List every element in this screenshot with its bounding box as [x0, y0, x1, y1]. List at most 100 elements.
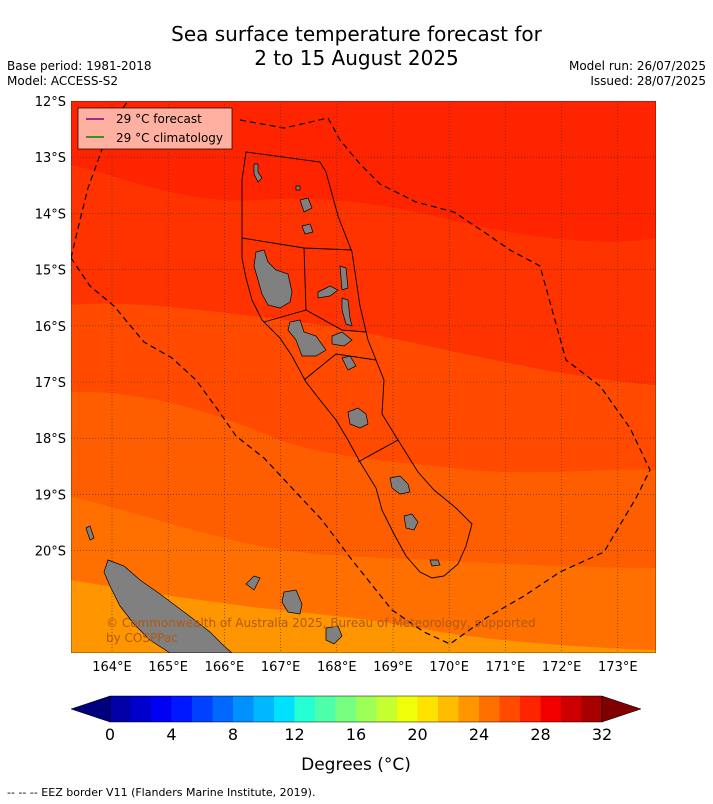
colorbar-segment [274, 696, 295, 722]
legend: 29 °C forecast 29 °C climatology [77, 107, 233, 150]
latitude-labels: 12°S 13°S 14°S 15°S 16°S 17°S 18°S 19°S 20°S [35, 95, 66, 560]
lon-tick-label: 167°E [261, 660, 301, 675]
colorbar-extend-low [70, 695, 111, 723]
colorbar-segment [192, 696, 213, 722]
model-name: Model: ACCESS-S2 [7, 74, 119, 88]
longitude-labels: 164°E 165°E 166°E 167°E 168°E 169°E 170°E 171°E… [92, 660, 637, 675]
title-line-1: Sea surface temperature forecast for [171, 22, 542, 46]
legend-climatology-label: 29 °C climatology [116, 131, 223, 145]
ambrym-island [331, 331, 353, 347]
temperature-field [71, 101, 656, 653]
loyalty-island-ouvea [245, 575, 261, 591]
penama-boundary [305, 309, 367, 333]
colorbar-segment [376, 696, 398, 722]
colorbar-segment [581, 696, 603, 722]
colorbar-segment [212, 696, 234, 722]
pentecost-island [341, 297, 353, 327]
lat-tick-label: 17°S [35, 376, 66, 391]
legend-box [77, 107, 233, 150]
lat-tick-label: 12°S [35, 95, 66, 110]
lon-tick-label: 164°E [92, 660, 132, 675]
islands [85, 163, 441, 653]
colorbar-segment [233, 696, 254, 722]
legend-forecast-label: 29 °C forecast [116, 112, 202, 126]
lon-tick-label: 168°E [317, 660, 357, 675]
lon-tick-label: 169°E [373, 660, 413, 675]
colorbar-segment [151, 696, 172, 722]
lat-tick-label: 18°S [35, 432, 66, 447]
vanua-lava-island [299, 197, 313, 213]
colorbar-segment [520, 696, 541, 722]
meta-right: Model run: 26/07/2025 Issued: 28/07/2025 [569, 59, 706, 89]
colorbar-segment [335, 696, 357, 722]
colorbar-tick-label: 16 [346, 725, 366, 744]
lon-tick-label: 172°E [542, 660, 582, 675]
copyright-text: © Commonwealth of Australia 2025, Bureau… [106, 616, 536, 645]
lat-tick-label: 14°S [35, 207, 66, 222]
lon-tick-label: 173°E [598, 660, 638, 675]
loyalty-island-lifou [281, 589, 303, 615]
colorbar-segment [110, 696, 131, 722]
colorbar-tick-label: 8 [228, 725, 238, 744]
colorbar-tick-label: 12 [284, 725, 304, 744]
model-run: Model run: 26/07/2025 [568, 59, 706, 73]
small-island-a [85, 525, 95, 541]
vanuatu-boundary [241, 151, 473, 579]
lon-tick-label: 170°E [429, 660, 469, 675]
colorbar-tick-label: 0 [105, 725, 115, 744]
colorbar-segment [294, 696, 316, 722]
colorbar-tick-label: 4 [166, 725, 176, 744]
grid-lines [71, 101, 656, 653]
tanna-island [403, 513, 419, 531]
colorbar-label: Degrees (°C) [301, 755, 411, 775]
ambae-island [317, 285, 339, 299]
malekula-island [287, 319, 327, 357]
colorbar [70, 695, 642, 723]
eez-footnote: -- -- -- EEZ border V11 (Flanders Marine… [7, 786, 316, 799]
colorbar-segment [540, 696, 562, 722]
meta-left: Base period: 1981-2018 Model: ACCESS-S2 [7, 59, 152, 89]
base-period: Base period: 1981-2018 [7, 59, 152, 73]
sst-band-24 [71, 580, 656, 653]
lat-tick-label: 19°S [35, 488, 66, 503]
lat-tick-label: 20°S [35, 545, 66, 560]
efate-island [347, 407, 369, 429]
colorbar-tick-label: 20 [407, 725, 427, 744]
loyalty-island-mare [325, 625, 343, 645]
gaua-island [301, 223, 314, 235]
colorbar-segment [171, 696, 193, 722]
erromango-island [389, 475, 411, 495]
colorbar-segment [315, 696, 336, 722]
colorbar-segment [458, 696, 480, 722]
colorbar-segment [479, 696, 500, 722]
colorbar-tick-label: 28 [530, 725, 550, 744]
issued-date: Issued: 28/07/2025 [590, 74, 706, 88]
colorbar-segment [561, 696, 582, 722]
title-line-2: 2 to 15 August 2025 [254, 46, 459, 70]
colorbar-segment [417, 696, 439, 722]
lon-tick-label: 166°E [205, 660, 245, 675]
lon-tick-label: 165°E [148, 660, 188, 675]
colorbar-segment [130, 696, 152, 722]
chart-title: Sea surface temperature forecast for 2 t… [0, 22, 713, 70]
lat-tick-label: 16°S [35, 320, 66, 335]
colorbar-extend-high [601, 695, 642, 723]
province-boundaries [241, 151, 473, 579]
epi-island [341, 355, 357, 371]
colorbar-segment [438, 696, 459, 722]
colorbar-segment [356, 696, 377, 722]
lat-tick-label: 13°S [35, 151, 66, 166]
colorbar-frame [109, 695, 603, 723]
espiritu-santo-island [253, 249, 293, 309]
colorbar-segment [397, 696, 418, 722]
shefa-boundary [357, 439, 399, 463]
maewo-island [339, 265, 349, 291]
lat-tick-label: 15°S [35, 264, 66, 279]
copyright-wrap: © Commonwealth of Australia 2025, Bureau… [106, 616, 536, 645]
colorbar-tick-label: 24 [469, 725, 489, 744]
new-caledonia [103, 559, 233, 653]
torres-islands [253, 163, 263, 183]
small-island-b [295, 185, 301, 191]
colorbar-tick-label: 32 [592, 725, 612, 744]
